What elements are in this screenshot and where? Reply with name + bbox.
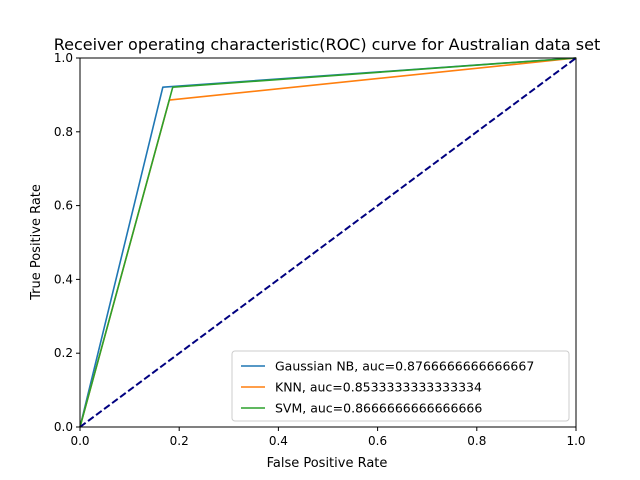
y-tick-label: 0.8 — [54, 125, 73, 139]
x-tick-label: 0.6 — [368, 434, 387, 448]
y-tick-label: 0.6 — [54, 199, 73, 213]
y-tick-label: 0.4 — [54, 272, 73, 286]
x-tick-label: 0.8 — [467, 434, 486, 448]
chart-title: Receiver operating characteristic(ROC) c… — [54, 35, 601, 54]
legend-box — [231, 350, 570, 422]
x-axis-label: False Positive Rate — [267, 456, 388, 471]
legend-label-3: SVM, auc=0.8666666666666666 — [275, 401, 482, 416]
y-axis-label: True Positive Rate — [29, 184, 44, 301]
series-line-3 — [79, 57, 577, 428]
reference-diagonal-line — [79, 57, 577, 428]
axes-frame — [79, 57, 577, 428]
legend-label-2: KNN, auc=0.8533333333333334 — [275, 380, 482, 395]
x-tick-label: 0.2 — [170, 434, 189, 448]
y-tick-label: 0.2 — [54, 346, 73, 360]
y-tick-label: 0.0 — [54, 420, 73, 434]
legend: Gaussian NB, auc=0.8766666666666667 KNN, … — [231, 350, 570, 422]
x-tick-label: 0.4 — [269, 434, 288, 448]
legend-label-1: Gaussian NB, auc=0.8766666666666667 — [275, 359, 534, 374]
x-tick-label: 1.0 — [566, 434, 585, 448]
plot-area: 0.0 0.2 0.4 0.6 0.8 1.0 0.0 0.2 0.4 0.6 0.8 1.0 — [54, 51, 586, 448]
y-tick-label: 1.0 — [54, 51, 73, 65]
x-tick-label: 0.0 — [70, 434, 89, 448]
